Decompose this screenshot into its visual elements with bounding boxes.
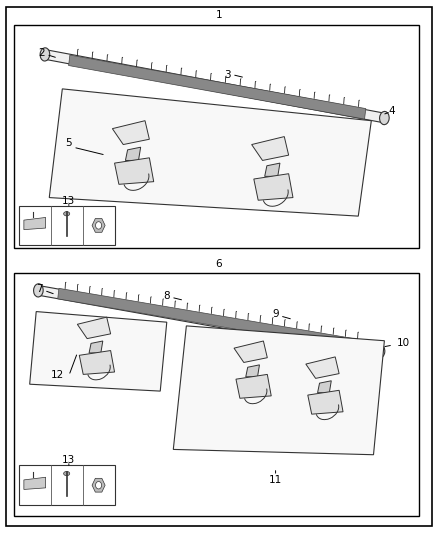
Polygon shape	[44, 50, 385, 123]
Polygon shape	[92, 219, 105, 232]
Polygon shape	[125, 147, 141, 160]
Polygon shape	[254, 174, 293, 200]
Polygon shape	[173, 326, 385, 455]
Ellipse shape	[375, 345, 385, 358]
Polygon shape	[252, 136, 289, 160]
Text: 10: 10	[396, 338, 410, 349]
Ellipse shape	[40, 48, 50, 61]
Text: 2: 2	[39, 49, 45, 58]
Polygon shape	[78, 317, 111, 338]
Polygon shape	[306, 357, 339, 378]
Polygon shape	[24, 477, 46, 489]
Polygon shape	[246, 365, 259, 377]
Text: 6: 6	[215, 259, 223, 269]
Circle shape	[95, 222, 102, 229]
Polygon shape	[115, 158, 154, 184]
Text: 3: 3	[224, 70, 231, 79]
Polygon shape	[38, 286, 381, 356]
Text: 4: 4	[389, 106, 395, 116]
Text: 13: 13	[62, 196, 75, 206]
Polygon shape	[79, 351, 115, 374]
Polygon shape	[89, 341, 103, 353]
Text: 1: 1	[215, 10, 223, 20]
Polygon shape	[49, 89, 371, 216]
Polygon shape	[24, 217, 46, 230]
Polygon shape	[265, 163, 280, 176]
Polygon shape	[30, 312, 167, 391]
Text: 8: 8	[163, 290, 170, 301]
Polygon shape	[236, 374, 271, 398]
Polygon shape	[234, 341, 267, 362]
Text: 7: 7	[36, 284, 43, 294]
Ellipse shape	[64, 212, 70, 216]
Text: 13: 13	[62, 455, 75, 465]
Polygon shape	[58, 288, 364, 351]
Ellipse shape	[380, 111, 389, 125]
Polygon shape	[308, 390, 343, 414]
Text: 9: 9	[272, 309, 279, 319]
Circle shape	[95, 481, 102, 489]
Bar	[14, 25, 419, 248]
Polygon shape	[318, 381, 331, 393]
Ellipse shape	[34, 284, 43, 297]
Text: 12: 12	[51, 370, 64, 379]
Bar	[19, 206, 115, 245]
Text: 5: 5	[66, 138, 72, 148]
Polygon shape	[113, 120, 149, 144]
Polygon shape	[69, 55, 366, 119]
FancyBboxPatch shape	[6, 7, 432, 526]
Bar	[19, 465, 115, 505]
Bar	[14, 273, 419, 516]
Ellipse shape	[64, 471, 70, 475]
Text: 11: 11	[269, 475, 282, 484]
Polygon shape	[92, 478, 105, 492]
